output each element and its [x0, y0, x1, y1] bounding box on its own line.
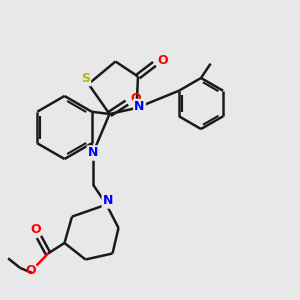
Text: N: N	[134, 100, 145, 113]
Text: O: O	[25, 264, 36, 278]
Text: O: O	[30, 223, 41, 236]
Text: S: S	[81, 72, 90, 85]
Text: O: O	[158, 54, 168, 68]
Text: N: N	[103, 194, 113, 208]
Text: O: O	[130, 92, 141, 106]
Text: N: N	[88, 146, 98, 160]
